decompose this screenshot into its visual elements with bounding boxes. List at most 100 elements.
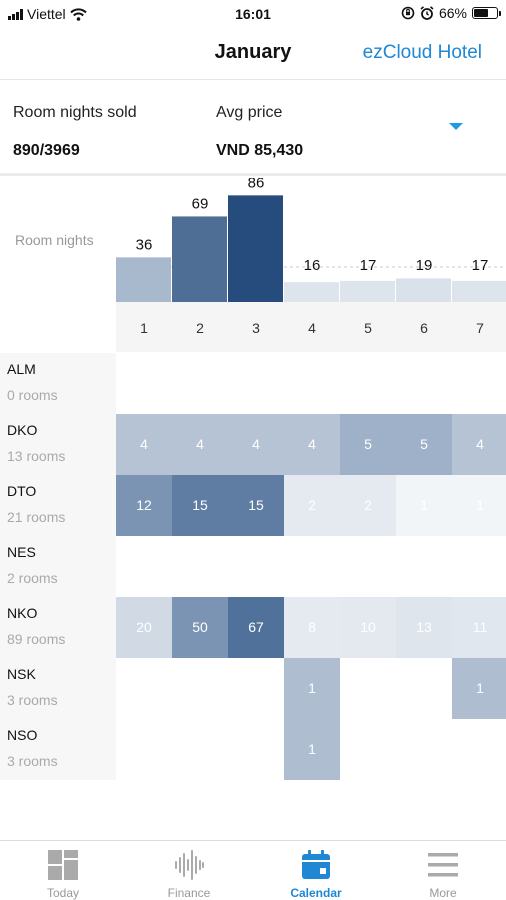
tab-label: Calendar [290, 886, 342, 900]
grid-cell[interactable]: 12 [116, 475, 172, 536]
tab-today[interactable]: Today [0, 841, 126, 900]
grid-cell[interactable]: 1 [284, 658, 340, 719]
room-type-name: DKO [7, 422, 38, 438]
room-type-name: NSO [7, 727, 38, 743]
grid-cell[interactable]: 1 [452, 658, 506, 719]
grid-cell[interactable]: 1 [452, 475, 506, 536]
grid-cell[interactable]: 5 [340, 414, 396, 475]
chart-data-label: 16 [304, 257, 321, 274]
grid-cell[interactable]: 2 [284, 475, 340, 536]
grid-cell[interactable]: 5 [396, 414, 452, 475]
grid-row-nsk: NSK 3 rooms 1 1 [0, 658, 506, 719]
room-type-label: DTO 21 rooms [0, 475, 116, 536]
grid-cell[interactable]: 1 [396, 475, 452, 536]
chart-bar[interactable] [340, 280, 395, 302]
avg-price-value: VND 85,430 [216, 142, 304, 159]
status-bar: Viettel 16:01 66% [0, 0, 506, 28]
status-left: Viettel [8, 6, 87, 22]
chart-bar[interactable] [172, 216, 227, 302]
chart-data-label: 69 [192, 195, 209, 212]
grid-cell[interactable]: 20 [116, 597, 172, 658]
room-type-name: DTO [7, 483, 37, 499]
menu-icon [428, 853, 458, 877]
room-type-label: NSO 3 rooms [0, 719, 116, 780]
grid-cell[interactable]: 4 [172, 414, 228, 475]
chart-tick-label: 4 [308, 320, 316, 336]
room-nights-label: Room nights sold [13, 104, 137, 121]
grid-cell[interactable]: 10 [340, 597, 396, 658]
room-type-label: DKO 13 rooms [0, 414, 116, 475]
chart-tick-label: 5 [364, 320, 372, 336]
room-count: 0 rooms [7, 387, 58, 403]
grid-row-nko: NKO 89 rooms 20 50 67 8 10 13 11 [0, 597, 506, 658]
grid-cell[interactable]: 15 [172, 475, 228, 536]
orientation-lock-icon [401, 6, 415, 20]
grid-cell[interactable]: 50 [172, 597, 228, 658]
room-nights-chart: Room nights 36 1 69 2 86 3 16 4 17 5 19 6 17 7 [0, 178, 506, 353]
avg-price-label: Avg price [216, 104, 283, 121]
chart-data-label: 17 [472, 257, 489, 274]
tab-calendar[interactable]: Calendar [253, 841, 379, 900]
page-title[interactable]: January [214, 41, 292, 63]
chart-data-label: 19 [416, 257, 433, 274]
grid-cell[interactable]: 8 [284, 597, 340, 658]
grid-cell[interactable]: 4 [116, 414, 172, 475]
room-type-name: ALM [7, 361, 36, 377]
calendar-icon [302, 850, 330, 879]
room-type-label: ALM 0 rooms [0, 353, 116, 414]
dashboard-icon [48, 850, 78, 880]
dropdown-caret-icon[interactable] [449, 123, 463, 130]
chart-x-axis [116, 302, 506, 352]
chart-svg: 36 1 69 2 86 3 16 4 17 5 19 6 17 7 [116, 178, 506, 336]
room-type-name: NSK [7, 666, 36, 682]
signal-icon [8, 8, 23, 20]
grid-row-alm: ALM 0 rooms [0, 353, 506, 414]
room-type-label: NSK 3 rooms [0, 658, 116, 719]
chart-bar[interactable] [452, 280, 506, 302]
grid-cell[interactable]: 2 [340, 475, 396, 536]
grid-cell[interactable]: 4 [228, 414, 284, 475]
room-nights-value: 890/3969 [13, 142, 80, 159]
chart-tick-label: 1 [140, 320, 148, 336]
room-type-name: NKO [7, 605, 38, 621]
grid-row-nso: NSO 3 rooms 1 [0, 719, 506, 780]
chart-data-label: 86 [248, 178, 265, 191]
room-count: 13 rooms [7, 448, 66, 464]
room-count: 3 rooms [7, 753, 58, 769]
grid-row-dto: DTO 21 rooms 12 15 15 2 2 1 1 [0, 475, 506, 536]
grid-cell[interactable]: 1 [284, 719, 340, 780]
chart-bar[interactable] [228, 195, 283, 302]
grid-cell[interactable]: 11 [452, 597, 506, 658]
room-count: 3 rooms [7, 692, 58, 708]
room-count: 2 rooms [7, 570, 58, 586]
chart-bar[interactable] [116, 257, 171, 302]
chart-data-label: 17 [360, 257, 377, 274]
tab-more[interactable]: More [380, 841, 506, 900]
chart-tick-label: 6 [420, 320, 428, 336]
chart-bar[interactable] [284, 282, 339, 302]
carrier-name: Viettel [27, 6, 66, 22]
grid-cell[interactable]: 4 [284, 414, 340, 475]
tab-label: More [429, 886, 457, 900]
grid-row-dko: DKO 13 rooms 4 4 4 4 5 5 4 [0, 414, 506, 475]
chart-tick-label: 7 [476, 320, 484, 336]
grid-cell[interactable]: 4 [452, 414, 506, 475]
grid-cell[interactable]: 67 [228, 597, 284, 658]
tab-label: Today [46, 886, 80, 900]
room-type-name: NES [7, 544, 36, 560]
tab-bar: Today Finance Calendar More [0, 840, 506, 900]
room-type-label: NES 2 rooms [0, 536, 116, 597]
battery-percent: 66% [438, 5, 467, 21]
chart-bar[interactable] [396, 278, 451, 302]
room-type-label: NKO 89 rooms [0, 597, 116, 658]
grid-cell[interactable]: 13 [396, 597, 452, 658]
tab-finance[interactable]: Finance [126, 841, 252, 900]
grid-cell[interactable]: 15 [228, 475, 284, 536]
grid-row-nes: NES 2 rooms [0, 536, 506, 597]
chart-tick-label: 2 [196, 320, 204, 336]
summary-panel: Room nights sold 890/3969 Avg price VND … [0, 80, 506, 176]
nav-bar: January ezCloud Hotel [0, 28, 506, 80]
hotel-link[interactable]: ezCloud Hotel [362, 42, 482, 63]
tab-label: Finance [167, 886, 211, 900]
status-right: 66% [401, 5, 501, 21]
